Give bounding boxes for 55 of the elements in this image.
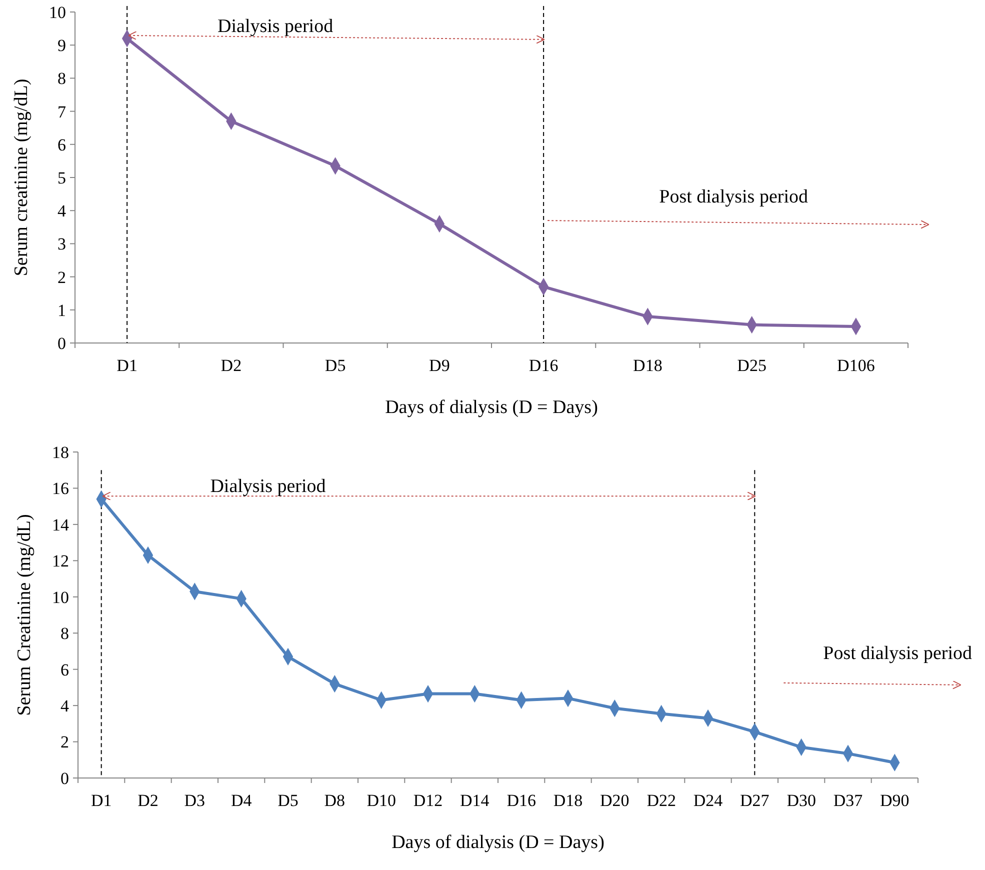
- x-tick-label: D2: [138, 791, 158, 810]
- x-tick-label: D106: [837, 356, 875, 375]
- y-tick-label: 4: [60, 696, 70, 716]
- y-tick-label: 3: [58, 234, 66, 254]
- y-tick-label: 12: [52, 552, 69, 571]
- y-axis-title: Serum creatinine (mg/dL): [11, 78, 32, 276]
- x-tick-label: D30: [786, 791, 816, 810]
- x-tick-label: D18: [633, 356, 662, 375]
- y-tick-label: 8: [60, 624, 69, 644]
- x-tick-label: D3: [184, 791, 206, 810]
- x-tick-label: D2: [220, 356, 242, 375]
- x-tick-label: D16: [528, 356, 558, 375]
- x-tick-label: D24: [693, 791, 724, 810]
- y-tick-label: 2: [60, 732, 69, 752]
- x-tick-label: D12: [413, 791, 443, 810]
- x-tick-label: D20: [600, 791, 630, 810]
- x-tick-label: D8: [324, 791, 346, 810]
- x-tick-label: D25: [737, 356, 766, 375]
- y-tick-label: 0: [58, 334, 66, 353]
- y-tick-label: 16: [52, 479, 69, 498]
- y-tick-label: 1: [58, 300, 66, 320]
- x-axis-title: Days of dialysis (D = Days): [392, 832, 604, 853]
- x-tick-label: D14: [460, 791, 490, 810]
- x-tick-label: D1: [90, 791, 112, 810]
- x-tick-label: D10: [366, 791, 396, 810]
- y-tick-label: 4: [58, 202, 66, 221]
- y-axis-title: Serum Creatinine (mg/dL): [14, 514, 35, 716]
- x-tick-label: D9: [429, 356, 450, 375]
- y-tick-label: 10: [49, 2, 66, 22]
- x-tick-label: D5: [324, 356, 346, 375]
- x-tick-label: D1: [116, 356, 138, 375]
- annotation: Dialysis period: [210, 476, 326, 497]
- y-tick-label: 14: [52, 515, 70, 534]
- x-tick-label: D5: [278, 791, 298, 810]
- x-axis-title: Days of dialysis (D = Days): [385, 397, 598, 418]
- y-tick-label: 2: [58, 268, 66, 287]
- y-tick-label: 5: [58, 168, 66, 188]
- y-tick-label: 6: [58, 135, 66, 154]
- annotation: Dialysis period: [218, 16, 334, 37]
- x-tick-label: D16: [506, 791, 536, 810]
- y-tick-label: 6: [60, 660, 69, 680]
- x-tick-label: D27: [740, 791, 770, 810]
- x-tick-label: D4: [230, 791, 252, 810]
- annotation: Post dialysis period: [823, 642, 972, 664]
- y-tick-label: 9: [58, 36, 66, 56]
- x-tick-label: D37: [833, 791, 864, 810]
- y-tick-label: 8: [58, 69, 66, 88]
- y-tick-label: 0: [60, 768, 69, 788]
- y-tick-label: 7: [58, 102, 66, 122]
- y-tick-label: 18: [52, 442, 69, 462]
- x-tick-label: D18: [553, 791, 583, 810]
- x-tick-label: D22: [646, 791, 676, 810]
- y-tick-label: 10: [52, 588, 69, 607]
- annotation: Post dialysis period: [659, 186, 808, 208]
- x-tick-label: D90: [880, 791, 910, 810]
